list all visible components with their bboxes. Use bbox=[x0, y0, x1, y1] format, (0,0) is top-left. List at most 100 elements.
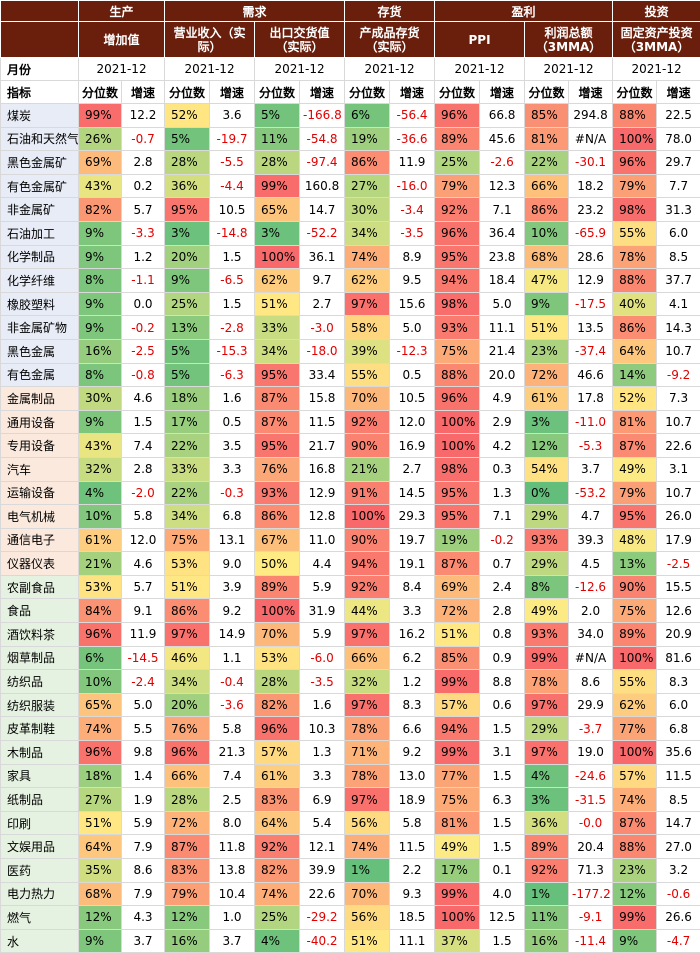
growth-cell: -2.5 bbox=[657, 552, 700, 576]
growth-cell: 27.0 bbox=[657, 835, 700, 859]
percentile-cell: 9% bbox=[525, 292, 569, 316]
growth-cell: -15.3 bbox=[210, 339, 255, 363]
growth-cell: 1.1 bbox=[210, 646, 255, 670]
growth-cell: 7.9 bbox=[122, 882, 165, 906]
percentile-cell: 54% bbox=[525, 457, 569, 481]
percentile-cell: 75% bbox=[613, 599, 657, 623]
industry-name: 煤炭 bbox=[1, 104, 79, 128]
growth-cell: -9.1 bbox=[569, 906, 613, 930]
percentile-cell: 49% bbox=[525, 599, 569, 623]
growth-cell: 5.5 bbox=[122, 717, 165, 741]
percentile-cell: 76% bbox=[255, 457, 300, 481]
growth-cell: 0.0 bbox=[122, 292, 165, 316]
percentile-cell: 100% bbox=[435, 906, 480, 930]
percentile-cell: 62% bbox=[613, 693, 657, 717]
growth-cell: 2.7 bbox=[300, 292, 345, 316]
percentile-cell: 86% bbox=[345, 151, 390, 175]
growth-cell: 14.3 bbox=[657, 316, 700, 340]
percentile-cell: 26% bbox=[79, 127, 122, 151]
percentile-cell: 86% bbox=[525, 198, 569, 222]
header-indicator-row: 增加值 营业收入（实际） 出口交货值（实际） 产成品存货（实际） PPI 利润总… bbox=[1, 22, 700, 58]
growth-cell: 8.8 bbox=[480, 670, 525, 694]
index-label: 指标 bbox=[1, 81, 79, 104]
growth-cell: 9.2 bbox=[390, 741, 435, 765]
percentile-cell: 9% bbox=[613, 929, 657, 953]
percentile-cell: 75% bbox=[435, 339, 480, 363]
growth-cell: 5.8 bbox=[210, 717, 255, 741]
percentile-cell: 18% bbox=[79, 764, 122, 788]
percentile-cell: 87% bbox=[165, 835, 210, 859]
month-label: 月份 bbox=[1, 58, 79, 81]
growth-cell: -29.2 bbox=[300, 906, 345, 930]
growth-cell: 8.0 bbox=[210, 811, 255, 835]
month-value: 2021-12 bbox=[345, 58, 435, 81]
industry-name: 印刷 bbox=[1, 811, 79, 835]
growth-cell: 18.4 bbox=[480, 269, 525, 293]
growth-cell: 10.7 bbox=[657, 481, 700, 505]
percentile-cell: 89% bbox=[613, 623, 657, 647]
growth-cell: 36.1 bbox=[300, 245, 345, 269]
percentile-cell: 20% bbox=[165, 245, 210, 269]
percentile-cell: 25% bbox=[165, 292, 210, 316]
growth-cell: -52.2 bbox=[300, 221, 345, 245]
growth-label: 增速 bbox=[569, 81, 613, 104]
growth-cell: -3.7 bbox=[569, 717, 613, 741]
growth-cell: 12.6 bbox=[657, 599, 700, 623]
percentile-cell: 5% bbox=[165, 127, 210, 151]
growth-cell: 1.5 bbox=[210, 292, 255, 316]
growth-cell: -3.4 bbox=[390, 198, 435, 222]
industry-name: 纸制品 bbox=[1, 788, 79, 812]
percentile-cell: 74% bbox=[613, 788, 657, 812]
growth-cell: 6.8 bbox=[657, 717, 700, 741]
industry-name: 金属制品 bbox=[1, 387, 79, 411]
growth-cell: 3.2 bbox=[657, 859, 700, 883]
percentile-cell: 55% bbox=[345, 363, 390, 387]
growth-cell: 33.4 bbox=[300, 363, 345, 387]
growth-cell: 21.3 bbox=[210, 741, 255, 765]
growth-cell: 2.2 bbox=[390, 859, 435, 883]
growth-cell: -97.4 bbox=[300, 151, 345, 175]
percentile-cell: 16% bbox=[79, 339, 122, 363]
growth-cell: -5.3 bbox=[569, 434, 613, 458]
growth-cell: 1.2 bbox=[122, 245, 165, 269]
growth-cell: 7.7 bbox=[657, 174, 700, 198]
growth-cell: 9.3 bbox=[390, 882, 435, 906]
percentile-cell: 94% bbox=[435, 717, 480, 741]
growth-cell: 9.2 bbox=[210, 599, 255, 623]
percentile-cell: 17% bbox=[435, 859, 480, 883]
percentile-cell: 87% bbox=[613, 811, 657, 835]
growth-cell: -0.2 bbox=[122, 316, 165, 340]
percentile-cell: 20% bbox=[165, 693, 210, 717]
group-header-inventory: 存货 bbox=[345, 1, 435, 22]
growth-cell: 15.8 bbox=[300, 387, 345, 411]
growth-cell: -6.3 bbox=[210, 363, 255, 387]
percentile-cell: 10% bbox=[525, 221, 569, 245]
industry-name: 有色金属 bbox=[1, 363, 79, 387]
group-header-demand: 需求 bbox=[165, 1, 345, 22]
pct-label: 分位数 bbox=[525, 81, 569, 104]
percentile-cell: 32% bbox=[345, 670, 390, 694]
percentile-cell: 51% bbox=[165, 575, 210, 599]
percentile-cell: 92% bbox=[435, 198, 480, 222]
industry-name: 食品 bbox=[1, 599, 79, 623]
growth-cell: 11.0 bbox=[300, 528, 345, 552]
month-value: 2021-12 bbox=[255, 58, 345, 81]
growth-cell: 12.8 bbox=[300, 505, 345, 529]
growth-cell: 18.5 bbox=[390, 906, 435, 930]
growth-cell: 7.4 bbox=[122, 434, 165, 458]
growth-cell: 5.0 bbox=[122, 693, 165, 717]
percentile-cell: 64% bbox=[613, 339, 657, 363]
growth-cell: 13.0 bbox=[390, 764, 435, 788]
percentile-cell: 95% bbox=[613, 505, 657, 529]
percentile-cell: 92% bbox=[345, 575, 390, 599]
percentile-cell: 100% bbox=[613, 127, 657, 151]
growth-cell: -14.5 bbox=[122, 646, 165, 670]
percentile-cell: 8% bbox=[79, 363, 122, 387]
percentile-cell: 78% bbox=[345, 764, 390, 788]
growth-cell: 8.5 bbox=[657, 788, 700, 812]
